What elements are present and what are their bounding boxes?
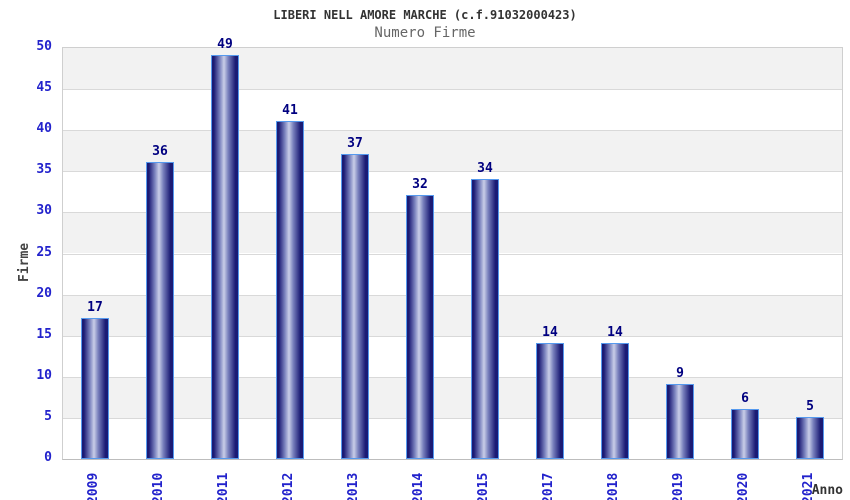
y-tick-label: 10 xyxy=(36,368,52,383)
bar-2021 xyxy=(796,417,824,459)
y-tick-label: 40 xyxy=(36,121,52,136)
y-tick-label: 25 xyxy=(36,245,52,260)
chart-subtitle: Numero Firme xyxy=(374,25,476,41)
bar-2012 xyxy=(276,121,304,459)
plot-band xyxy=(63,171,842,213)
y-tick-label: 50 xyxy=(36,39,52,54)
bar-value-label: 17 xyxy=(87,300,103,315)
bar-value-label: 32 xyxy=(412,177,428,192)
x-tick-label-2013: 2013 xyxy=(346,472,361,500)
plot-band xyxy=(63,335,842,377)
plot-band xyxy=(63,48,842,90)
bar-value-label: 36 xyxy=(152,144,168,159)
bar-2011 xyxy=(211,55,239,459)
x-axis-title: Anno xyxy=(811,483,843,498)
gridline xyxy=(63,89,842,91)
bar-value-label: 5 xyxy=(806,399,814,414)
y-tick-label: 15 xyxy=(36,327,52,342)
plot-band xyxy=(63,89,842,131)
bar-value-label: 9 xyxy=(676,366,684,381)
bar-2019 xyxy=(666,384,694,459)
bar-value-label: 14 xyxy=(542,325,558,340)
gridline xyxy=(63,171,842,173)
x-tick-label-2017: 2017 xyxy=(541,472,556,500)
x-tick-label-2014: 2014 xyxy=(411,472,426,500)
plot-band xyxy=(63,417,842,459)
bar-2010 xyxy=(146,162,174,459)
x-tick-label-2012: 2012 xyxy=(281,472,296,500)
y-tick-label: 35 xyxy=(36,162,52,177)
bar-2020 xyxy=(731,409,759,459)
plot-band xyxy=(63,253,842,295)
x-tick-label-2019: 2019 xyxy=(671,472,686,500)
y-tick-label: 0 xyxy=(44,450,52,465)
gridline xyxy=(63,376,842,378)
bar-value-label: 49 xyxy=(217,37,233,52)
gridline xyxy=(63,253,842,255)
bar-value-label: 34 xyxy=(477,161,493,176)
gridline xyxy=(63,212,842,214)
bar-value-label: 37 xyxy=(347,136,363,151)
x-tick-label-2015: 2015 xyxy=(476,472,491,500)
y-tick-label: 30 xyxy=(36,203,52,218)
y-tick-label: 45 xyxy=(36,80,52,95)
x-tick-label-2010: 2010 xyxy=(151,472,166,500)
bar-2017 xyxy=(536,343,564,459)
plot-band xyxy=(63,376,842,418)
x-tick-label-2020: 2020 xyxy=(736,472,751,500)
plot-band xyxy=(63,130,842,172)
gridline xyxy=(63,130,842,132)
bar-2009 xyxy=(81,318,109,459)
plot-band xyxy=(63,212,842,254)
gridline xyxy=(63,335,842,337)
bar-2018 xyxy=(601,343,629,459)
bar-2014 xyxy=(406,195,434,459)
x-tick-label-2011: 2011 xyxy=(216,472,231,500)
bar-value-label: 14 xyxy=(607,325,623,340)
x-tick-label-2009: 2009 xyxy=(86,472,101,500)
bar-value-label: 6 xyxy=(741,391,749,406)
x-tick-label-2018: 2018 xyxy=(606,472,621,500)
gridline xyxy=(63,294,842,296)
chart-title: LIBERI NELL AMORE MARCHE (c.f.9103200042… xyxy=(273,8,577,22)
bar-2013 xyxy=(341,154,369,459)
bar-value-label: 41 xyxy=(282,103,298,118)
gridline xyxy=(63,417,842,419)
bar-2015 xyxy=(471,179,499,459)
y-tick-label: 5 xyxy=(44,409,52,424)
y-tick-label: 20 xyxy=(36,286,52,301)
plot-area: 17 36 49 41 37 32 34 14 14 9 6 5 xyxy=(62,37,843,460)
plot-band xyxy=(63,294,842,336)
